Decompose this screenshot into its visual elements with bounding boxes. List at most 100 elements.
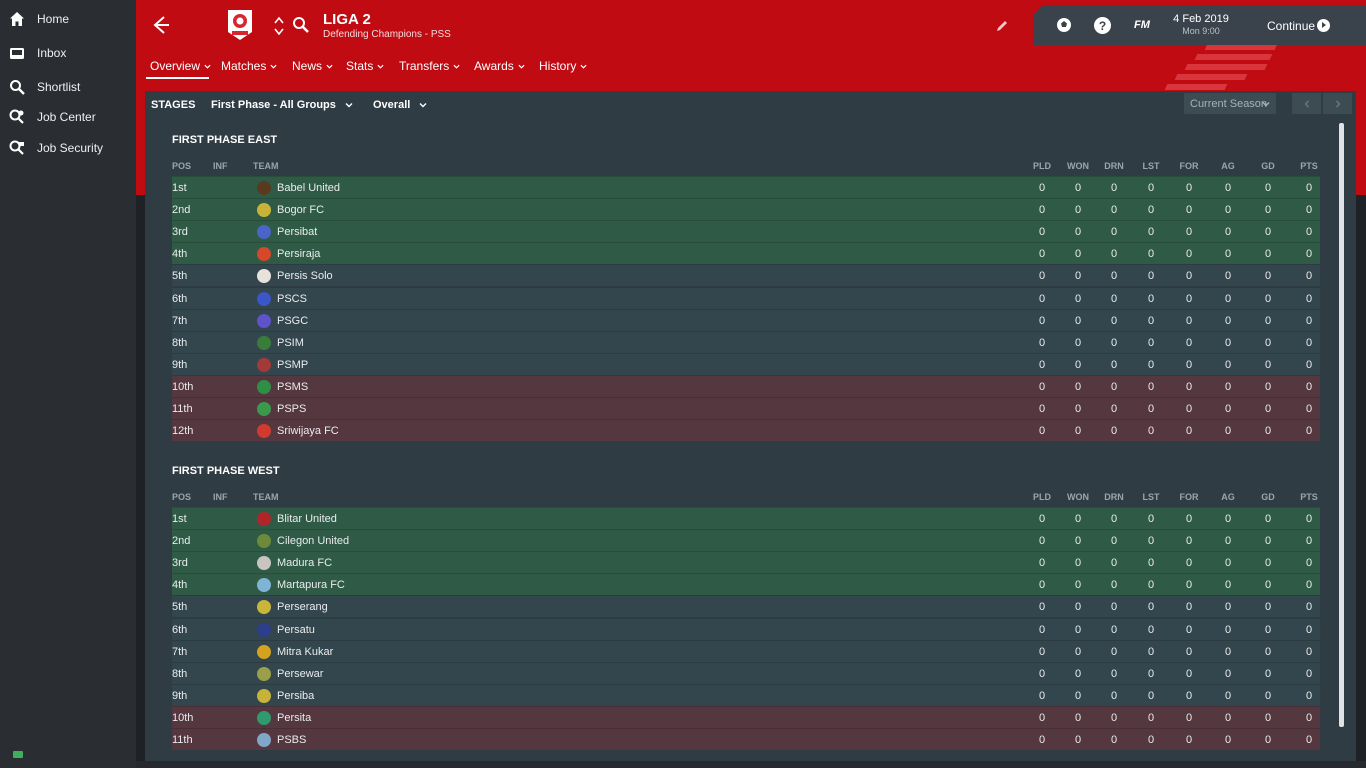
table-row[interactable]: 1st Babel United 0 0 0 0 0 0 0 0 [172, 176, 1320, 198]
column-header[interactable]: LST [1142, 492, 1160, 502]
column-header[interactable]: LST [1142, 161, 1160, 171]
sidebar-item-home[interactable]: Home [0, 4, 136, 34]
table-row[interactable]: 2nd Cilegon United 0 0 0 0 0 0 0 0 [172, 529, 1320, 552]
team-name-link[interactable]: Persiraja [277, 248, 321, 261]
table-row[interactable]: 3rd Persibat 0 0 0 0 0 0 0 0 [172, 220, 1320, 243]
tab-awards[interactable]: Awards [474, 59, 525, 73]
tab-stats[interactable]: Stats [346, 59, 384, 73]
tab-overview[interactable]: Overview [150, 59, 211, 73]
table-row[interactable]: 10th PSMS 0 0 0 0 0 0 0 0 [172, 374, 1320, 397]
table-row[interactable]: 12th Sriwijaya FC 0 0 0 0 0 0 0 0 [172, 419, 1320, 442]
next-season-button[interactable] [1323, 93, 1352, 114]
stage-dropdown[interactable]: First Phase - All Groups [211, 99, 353, 111]
team-name-link[interactable]: Madura FC [277, 557, 333, 570]
table-row[interactable]: 9th Persiba 0 0 0 0 0 0 0 0 [172, 683, 1320, 706]
team-name-link[interactable]: Cilegon United [277, 535, 350, 548]
play-icon[interactable] [1317, 19, 1330, 32]
team-name-link[interactable]: Blitar United [277, 513, 337, 525]
view-dropdown[interactable]: Overall [373, 99, 427, 111]
column-header[interactable]: DRN [1104, 161, 1124, 171]
column-header[interactable]: FOR [1179, 492, 1199, 502]
table-row[interactable]: 11th PSBS 0 0 0 0 0 0 0 0 [172, 728, 1320, 750]
column-header[interactable]: GD [1261, 161, 1275, 171]
position: 6th [172, 292, 188, 305]
season-dropdown-value: Current Season [1190, 97, 1268, 110]
tab-matches[interactable]: Matches [221, 59, 277, 73]
sidebar-item-inbox[interactable]: Inbox [0, 38, 136, 68]
team-name-link[interactable]: PSPS [277, 403, 307, 415]
table-row[interactable]: 1st Blitar United 0 0 0 0 0 0 0 0 [172, 507, 1320, 529]
fm-logo[interactable]: FM [1134, 19, 1150, 31]
team-name-link[interactable]: PSCS [277, 292, 307, 305]
switch-competition-arrows-icon[interactable] [273, 14, 285, 38]
tab-news[interactable]: News [292, 59, 333, 73]
team-name-link[interactable]: Mitra Kukar [277, 645, 334, 658]
back-arrow-icon[interactable] [150, 14, 172, 36]
stat-value: 0 [1185, 667, 1193, 680]
column-header[interactable]: AG [1221, 492, 1235, 502]
table-row[interactable]: 5th Perserang 0 0 0 0 0 0 0 0 [172, 595, 1320, 618]
sidebar-item-job-center[interactable]: Job Center [0, 102, 136, 132]
team-name-link[interactable]: Persis Solo [277, 270, 333, 283]
column-header[interactable]: INF [213, 492, 228, 502]
column-header[interactable]: AG [1221, 161, 1235, 171]
team-name-link[interactable]: Persatu [277, 623, 315, 636]
team-name-link[interactable]: Bogor FC [277, 204, 325, 217]
team-name-link[interactable]: Persibat [277, 226, 318, 239]
table-row[interactable]: 4th Persiraja 0 0 0 0 0 0 0 0 [172, 242, 1320, 265]
tab-history[interactable]: History [539, 59, 587, 73]
column-header[interactable]: TEAM [253, 161, 279, 171]
table-row[interactable]: 8th PSIM 0 0 0 0 0 0 0 0 [172, 330, 1320, 353]
team-name-link[interactable]: Persiba [277, 689, 315, 702]
table-row[interactable]: 11th PSPS 0 0 0 0 0 0 0 0 [172, 397, 1320, 419]
table-row[interactable]: 2nd Bogor FC 0 0 0 0 0 0 0 0 [172, 198, 1320, 221]
help-icon[interactable]: ? [1094, 17, 1111, 34]
football-icon[interactable] [1056, 17, 1072, 33]
team-name-link[interactable]: Babel United [277, 182, 340, 194]
sidebar-item-shortlist[interactable]: Shortlist [0, 72, 136, 102]
column-header[interactable]: WON [1067, 492, 1089, 502]
sidebar-item-label: Home [37, 12, 70, 26]
column-header[interactable]: POS [172, 492, 192, 502]
team-name-link[interactable]: Persita [277, 711, 312, 724]
team-name-link[interactable]: PSMS [277, 380, 309, 393]
table-row[interactable]: 7th Mitra Kukar 0 0 0 0 0 0 0 0 [172, 639, 1320, 662]
column-header[interactable]: PTS [1300, 161, 1318, 171]
team-name-link[interactable]: Sriwijaya FC [277, 425, 339, 438]
column-header[interactable]: FOR [1179, 161, 1199, 171]
season-dropdown[interactable]: Current Season [1184, 93, 1276, 114]
column-header[interactable]: PLD [1033, 161, 1051, 171]
column-header[interactable]: POS [172, 161, 192, 171]
column-header[interactable]: GD [1261, 492, 1275, 502]
team-name-link[interactable]: PSIM [277, 336, 304, 349]
table-row[interactable]: 9th PSMP 0 0 0 0 0 0 0 0 [172, 352, 1320, 375]
column-header[interactable]: DRN [1104, 492, 1124, 502]
tab-transfers[interactable]: Transfers [399, 59, 460, 73]
team-name-link[interactable]: PSMP [277, 358, 309, 371]
table-row[interactable]: 10th Persita 0 0 0 0 0 0 0 0 [172, 705, 1320, 728]
team-name-link[interactable]: Persewar [277, 667, 324, 680]
edit-icon[interactable] [995, 19, 1009, 33]
scrollbar-thumb[interactable] [1339, 123, 1344, 727]
team-name-link[interactable]: Perserang [277, 601, 328, 614]
search-icon[interactable] [292, 16, 310, 34]
sidebar-item-job-security[interactable]: Job Security [0, 133, 136, 163]
column-header[interactable]: WON [1067, 161, 1089, 171]
previous-season-button[interactable] [1292, 93, 1321, 114]
team-name-link[interactable]: PSGC [277, 314, 309, 327]
table-row[interactable]: 4th Martapura FC 0 0 0 0 0 0 0 0 [172, 573, 1320, 596]
column-header[interactable]: PLD [1033, 492, 1051, 502]
table-row[interactable]: 6th Persatu 0 0 0 0 0 0 0 0 [172, 617, 1320, 640]
column-header[interactable]: PTS [1300, 492, 1318, 502]
table-row[interactable]: 8th Persewar 0 0 0 0 0 0 0 0 [172, 661, 1320, 684]
table-row[interactable]: 5th Persis Solo 0 0 0 0 0 0 0 0 [172, 264, 1320, 287]
team-name-link[interactable]: PSBS [277, 734, 307, 746]
column-header[interactable]: TEAM [253, 492, 279, 502]
stat-value: 0 [1264, 403, 1272, 415]
table-row[interactable]: 3rd Madura FC 0 0 0 0 0 0 0 0 [172, 551, 1320, 574]
team-name-link[interactable]: Martapura FC [277, 579, 345, 592]
table-row[interactable]: 6th PSCS 0 0 0 0 0 0 0 0 [172, 286, 1320, 309]
column-header[interactable]: INF [213, 161, 228, 171]
continue-button[interactable]: Continue [1267, 19, 1316, 33]
table-row[interactable]: 7th PSGC 0 0 0 0 0 0 0 0 [172, 308, 1320, 331]
